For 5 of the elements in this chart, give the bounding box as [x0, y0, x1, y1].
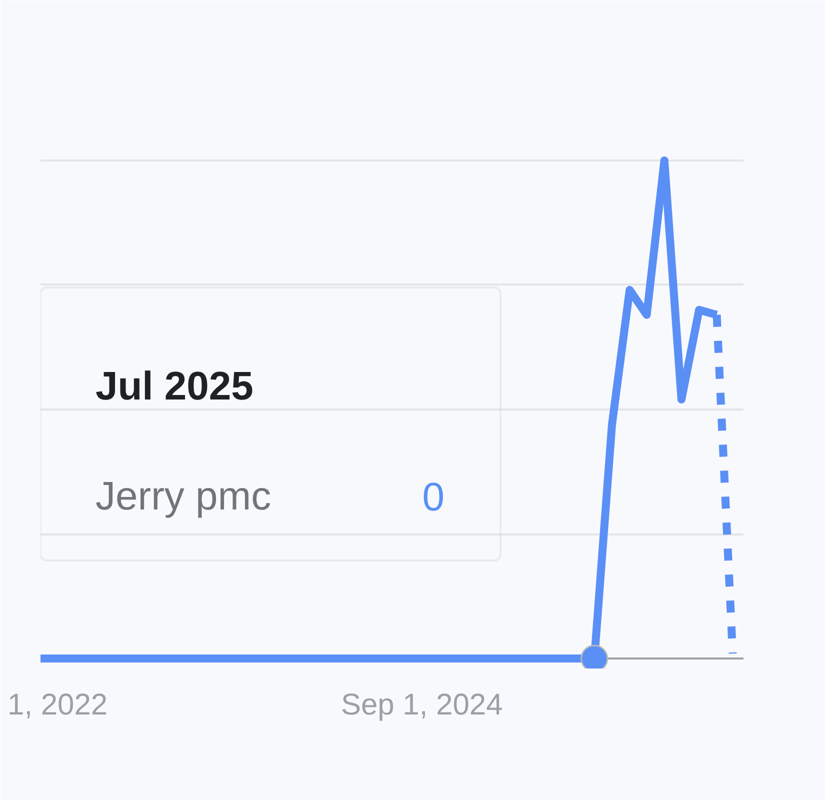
- text: Jerry pmc: [96, 474, 272, 518]
- annotation: 0: [422, 476, 445, 520]
- annotation: Jul 2025: [96, 364, 254, 408]
- x-tick-label: Sep 1, 2024: [340, 688, 503, 722]
- x-tick-label: 1, 2022: [8, 688, 108, 722]
